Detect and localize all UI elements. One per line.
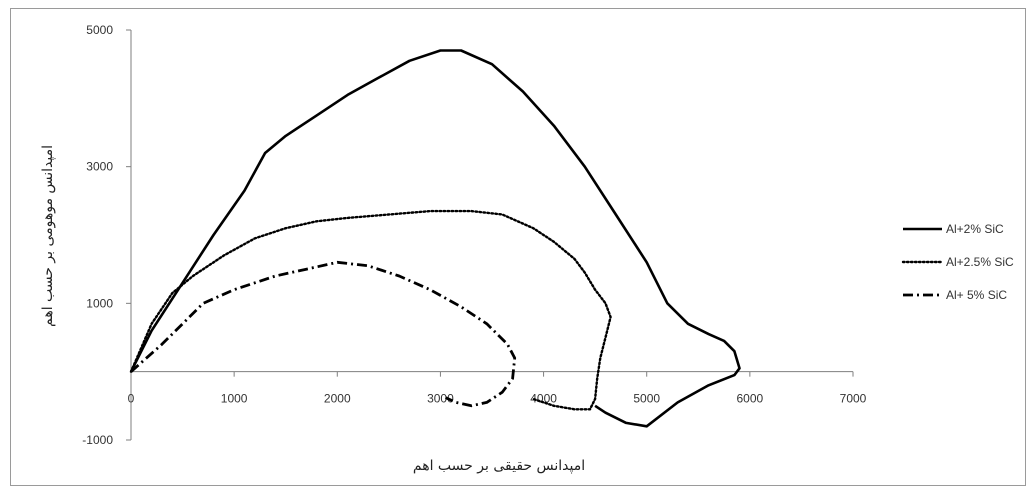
y-tick-label: 5000 — [86, 23, 113, 37]
series-layer — [129, 49, 741, 428]
x-tick-label: 5000 — [633, 392, 660, 406]
legend-label: Al+ 5% SiC — [946, 288, 1007, 302]
series-line-2 — [129, 209, 612, 411]
legend-label: Al+2.5% SiC — [946, 255, 1014, 269]
y-tick-label: 1000 — [86, 296, 113, 310]
legend-label: Al+2% SiC — [946, 222, 1004, 236]
x-tick-label: 4000 — [530, 392, 557, 406]
x-axis-title: امپدانس حقیقی بر حسب اهم — [413, 458, 585, 474]
y-tick-label: -1000 — [82, 433, 113, 447]
x-tick-label: 1000 — [221, 392, 248, 406]
legend: Al+2% SiC Al+2.5% SiC Al+ 5% SiC — [901, 222, 1014, 302]
x-tick-label: 0 — [128, 392, 135, 406]
y-tick-label: 3000 — [86, 160, 113, 174]
axes: 0 1000 2000 3000 4000 5000 6000 7000 -1000 1000 30… — [82, 23, 866, 447]
x-tick-label: 3000 — [427, 392, 454, 406]
x-tick-label: 2000 — [324, 392, 351, 406]
y-axis-title: امپدانس موهومی بر حسب اهم — [40, 145, 56, 327]
x-tick-label: 7000 — [840, 392, 867, 406]
series-line-1 — [129, 49, 741, 428]
x-tick-label: 6000 — [737, 392, 764, 406]
series-line-3 — [130, 260, 517, 408]
